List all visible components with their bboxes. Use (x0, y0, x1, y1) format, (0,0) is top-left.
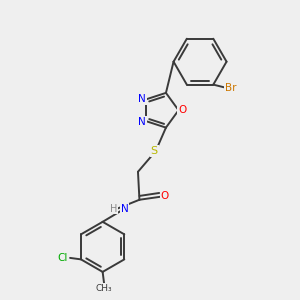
Text: H: H (110, 204, 118, 214)
Text: N: N (138, 94, 146, 104)
Text: Cl: Cl (57, 253, 68, 263)
Text: N: N (121, 204, 129, 214)
Text: O: O (160, 190, 169, 201)
Text: O: O (178, 105, 186, 115)
Text: N: N (138, 117, 146, 127)
Text: CH₃: CH₃ (96, 284, 112, 292)
Text: S: S (151, 146, 158, 156)
Text: Br: Br (225, 82, 237, 93)
